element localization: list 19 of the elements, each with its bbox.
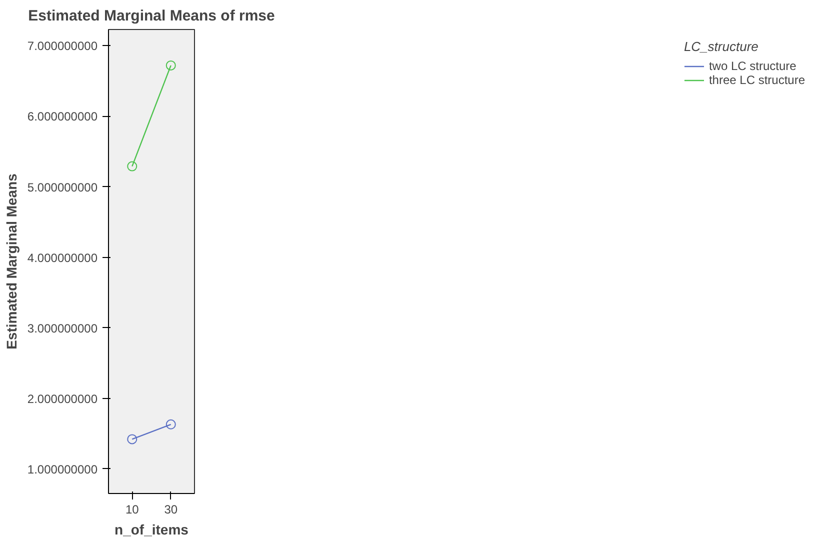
y-tick-label: 6.000000000 xyxy=(27,110,98,124)
point xyxy=(127,434,138,444)
x-axis-title: n_of_items xyxy=(114,522,189,538)
point xyxy=(166,419,176,430)
point xyxy=(166,60,176,70)
y-tick-label: 7.000000000 xyxy=(27,39,98,54)
legend-label: three LC structure xyxy=(708,73,805,87)
y-tick-label: 3.000000000 xyxy=(27,321,98,336)
y-axis-title: Estimated Marginal Means xyxy=(3,173,20,350)
point xyxy=(127,161,138,172)
legend-title: LC_structure xyxy=(684,39,760,54)
y-tick-label: 1.000000000 xyxy=(27,462,98,476)
legend-label: two LC structure xyxy=(708,59,796,73)
y-tick-label: 2.000000000 xyxy=(27,392,98,406)
x-tick-label: 30 xyxy=(164,502,178,516)
x-tick-label: 10 xyxy=(125,502,140,516)
y-tick-label: 5.000000000 xyxy=(27,180,98,194)
y-tick-label: 4.000000000 xyxy=(27,250,98,265)
chart-title: Estimated Marginal Means of rmse xyxy=(28,8,275,24)
